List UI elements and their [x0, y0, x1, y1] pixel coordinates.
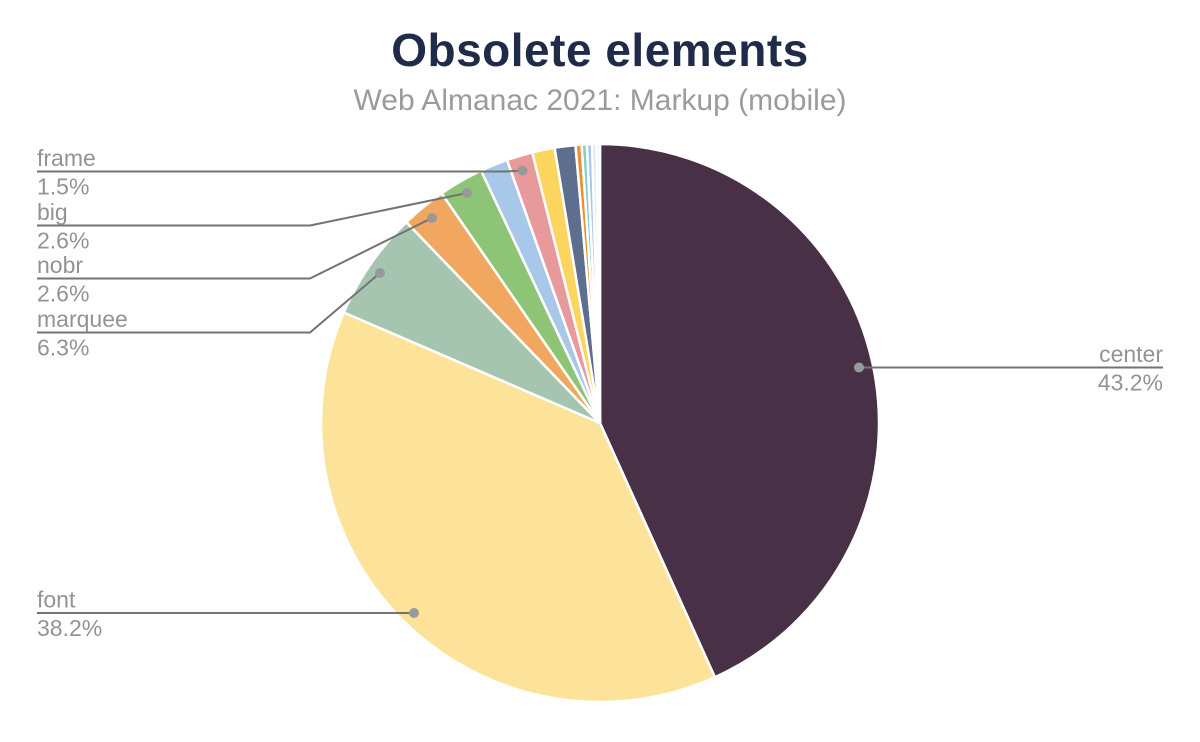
callout-label: marquee [37, 306, 128, 332]
chart-title: Obsolete elements [391, 24, 809, 76]
leader-dot [409, 608, 419, 618]
callout-label: nobr [37, 252, 83, 278]
callout-label: frame [37, 145, 96, 171]
leader-dot [517, 165, 528, 176]
leader-dot [375, 268, 385, 278]
callout-center: center 43.2% [854, 341, 1163, 396]
callout-label: center [1099, 341, 1163, 367]
callout-label: font [37, 587, 76, 613]
leader-line [37, 217, 433, 280]
leader-line [37, 192, 468, 227]
leader-dot [462, 188, 472, 198]
pie-slice-unlabeled-8 [595, 142, 602, 425]
callout-marquee: marquee 6.3% [37, 268, 385, 361]
callout-value: 38.2% [37, 615, 102, 641]
leader-dot [854, 362, 864, 373]
leader-line [37, 272, 381, 334]
callout-value: 2.6% [37, 281, 89, 307]
chart-subtitle: Web Almanac 2021: Markup (mobile) [353, 84, 847, 117]
pie-slice-font [319, 311, 717, 704]
callout-value: 1.5% [37, 174, 89, 200]
pie-slice-center [598, 142, 881, 679]
callout-frame: frame 1.5% [37, 145, 528, 200]
leader-line [37, 169, 523, 173]
callout-big: big 2.6% [37, 188, 472, 254]
callout-value: 2.6% [37, 228, 89, 254]
callout-value: 6.3% [37, 335, 89, 361]
callout-label: big [37, 199, 68, 225]
callout-value: 43.2% [1098, 370, 1163, 396]
leader-dot [427, 213, 437, 223]
